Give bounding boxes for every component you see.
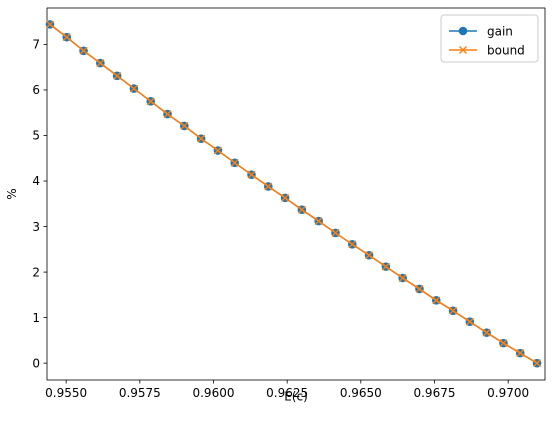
data-point-bound xyxy=(96,59,105,68)
legend: gain bound xyxy=(440,14,539,63)
data-point-bound xyxy=(314,217,323,226)
x-tick-label: 0.9625 xyxy=(266,386,308,400)
data-point-bound xyxy=(415,284,424,293)
data-point-bound xyxy=(449,306,458,315)
data-point-bound xyxy=(79,46,88,55)
data-point-bound xyxy=(482,328,491,337)
y-tick-label: 5 xyxy=(32,129,40,143)
data-point-bound xyxy=(432,296,441,305)
x-tick-label: 0.9675 xyxy=(413,386,455,400)
data-point-bound xyxy=(348,240,357,249)
y-tick-label: 4 xyxy=(32,174,40,188)
data-point-bound xyxy=(247,170,256,179)
series-layer xyxy=(45,20,542,368)
data-point-bound xyxy=(163,110,172,119)
data-point-bound xyxy=(197,134,206,143)
data-point-bound xyxy=(381,262,390,271)
y-tick-label: 7 xyxy=(32,38,40,52)
x-tick-label: 0.9600 xyxy=(192,386,234,400)
data-point-bound xyxy=(129,84,138,93)
series-line-gain xyxy=(49,23,538,364)
data-point-bound xyxy=(516,349,525,358)
x-tick-label: 0.9700 xyxy=(487,386,529,400)
y-tick-label: 0 xyxy=(32,356,40,370)
series-line-bound xyxy=(49,23,538,364)
y-tick-label: 1 xyxy=(32,311,40,325)
data-point-bound xyxy=(264,182,273,191)
legend-marker-gain xyxy=(458,26,468,36)
y-tick-label: 3 xyxy=(32,220,40,234)
legend-marker-bound xyxy=(459,46,467,54)
x-axis-label: E(c) xyxy=(284,389,308,403)
x-tick-label: 0.9575 xyxy=(119,386,161,400)
data-point-bound xyxy=(499,339,508,348)
data-point-bound xyxy=(281,193,290,202)
data-point-bound xyxy=(297,205,306,214)
data-point-bound xyxy=(398,274,407,283)
y-axis-label: % xyxy=(5,188,19,199)
data-point-bound xyxy=(113,71,122,80)
data-point-bound xyxy=(331,228,340,237)
y-tick-label: 2 xyxy=(32,265,40,279)
y-axis-ticks: 0 1 2 3 4 5 6 7 xyxy=(32,38,47,370)
data-point-bound xyxy=(45,20,54,29)
data-point-bound xyxy=(230,158,239,167)
plot-frame xyxy=(46,7,546,381)
series-bound xyxy=(45,20,542,368)
data-point-bound xyxy=(213,146,222,155)
data-point-bound xyxy=(146,97,155,106)
x-tick-label: 0.9650 xyxy=(340,386,382,400)
y-tick-label: 6 xyxy=(32,83,40,97)
legend-label-bound: bound xyxy=(487,43,525,57)
data-point-bound xyxy=(533,359,542,368)
data-point-bound xyxy=(365,251,374,260)
x-axis-ticks: 0.9550 0.9575 0.9600 0.9625 0.9650 0.9675 0.97… xyxy=(45,380,529,400)
data-point-bound xyxy=(62,33,71,42)
legend-label-gain: gain xyxy=(487,24,513,38)
plot-area xyxy=(46,7,546,381)
data-point-bound xyxy=(180,121,189,130)
data-point-bound xyxy=(465,317,474,326)
x-tick-label: 0.9550 xyxy=(45,386,87,400)
